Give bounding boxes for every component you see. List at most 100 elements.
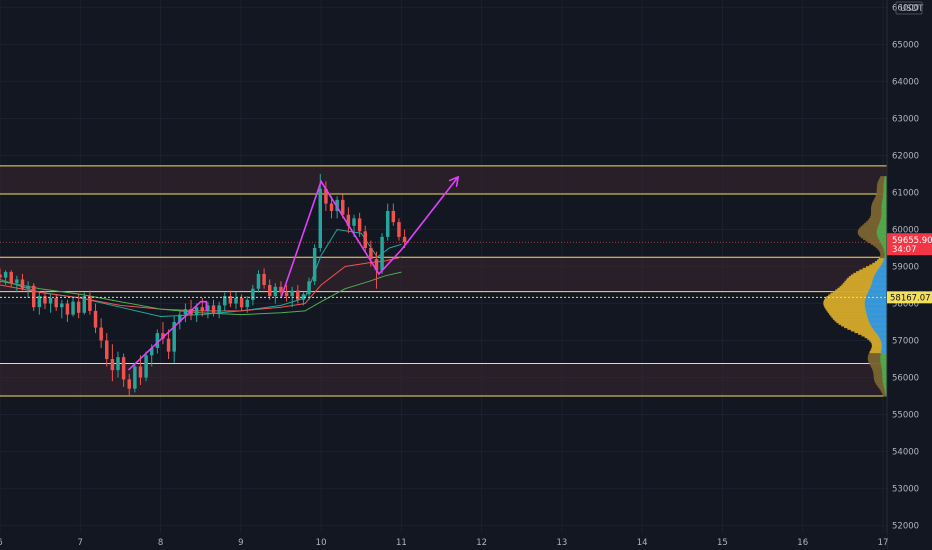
- candle-body: [363, 231, 367, 248]
- profile-bar: [880, 254, 887, 257]
- moving-average-line: [0, 271, 402, 316]
- profile-bar-up: [876, 332, 887, 335]
- drawing-annotations: [127, 178, 458, 371]
- x-tick-label: 6: [0, 538, 3, 548]
- profile-bar: [875, 246, 887, 249]
- y-tick-label: 52000: [892, 522, 919, 532]
- profile-bar: [859, 234, 887, 237]
- profile-bar-up: [883, 259, 887, 262]
- annotation-arrow: [280, 178, 458, 299]
- profile-bar: [871, 211, 887, 214]
- profile-bar: [880, 252, 887, 255]
- candle-body: [217, 305, 221, 313]
- profile-bar: [823, 304, 887, 307]
- profile-bar-up: [869, 287, 887, 290]
- profile-bar-up: [884, 251, 887, 254]
- profile-bar: [871, 344, 887, 347]
- candle-body: [43, 296, 47, 304]
- profile-bar-up: [883, 247, 887, 250]
- profile-bar: [872, 369, 887, 372]
- profile-bar-up: [865, 307, 887, 310]
- profile-bar: [879, 251, 887, 254]
- profile-bar-up: [877, 227, 887, 230]
- candle-body: [369, 247, 373, 260]
- time-axis[interactable]: 6 7 8 9 10 11 12 13 14 15 16 17: [0, 533, 888, 550]
- candle-body: [37, 296, 42, 308]
- profile-bar-up: [881, 201, 887, 204]
- profile-bar-up: [882, 199, 887, 202]
- profile-bar-up: [882, 377, 887, 380]
- currency-box: [895, 1, 923, 15]
- profile-bar: [871, 204, 887, 207]
- profile-bar-up: [884, 257, 887, 260]
- candle-body: [82, 296, 87, 313]
- profile-bar: [823, 301, 887, 304]
- profile-bar: [868, 241, 887, 244]
- candle-body: [273, 286, 278, 297]
- profile-bar-up: [880, 339, 887, 342]
- y-tick-label: 59000: [892, 263, 919, 273]
- profile-bar: [873, 374, 887, 377]
- profile-bar-up: [876, 229, 887, 232]
- profile-bar-up: [881, 211, 887, 214]
- profile-bar: [876, 184, 887, 187]
- profile-bar-up: [882, 379, 887, 382]
- profile-bar-up: [866, 294, 887, 297]
- candle-body: [144, 355, 148, 378]
- profile-bar-up: [881, 349, 887, 352]
- profile-bar: [871, 346, 887, 349]
- price-axis[interactable]: 52000 53000 54000 55000 56000 57000 58000 59000…: [886, 0, 932, 550]
- profile-bar-up: [876, 271, 887, 274]
- profile-bar: [831, 316, 887, 319]
- candle-body: [391, 210, 396, 223]
- candle-body: [380, 236, 384, 271]
- profile-bar: [873, 371, 887, 374]
- candle-body: [262, 273, 266, 286]
- profile-bar: [875, 194, 887, 197]
- candle-body: [166, 338, 171, 352]
- candle-body: [239, 297, 244, 308]
- profile-bar-up: [883, 192, 887, 195]
- profile-bar: [841, 284, 887, 287]
- profile-bar-up: [864, 304, 887, 307]
- profile-bar-up: [874, 329, 887, 332]
- candle-body: [374, 259, 379, 271]
- candle-body: [65, 303, 70, 315]
- profile-bar: [871, 207, 887, 210]
- profile-bar-up: [881, 214, 887, 217]
- profile-bar: [873, 372, 887, 375]
- x-tick-label: 14: [637, 538, 648, 548]
- profile-bar-up: [883, 384, 887, 387]
- profile-bar-up: [882, 196, 887, 199]
- candle-body: [279, 286, 283, 293]
- y-tick-label: 57000: [892, 337, 919, 347]
- profile-bar: [836, 321, 887, 324]
- x-tick-label: 16: [797, 538, 808, 548]
- profile-bar-up: [883, 186, 887, 189]
- profile-bar-up: [879, 222, 887, 225]
- volume-profile: [823, 176, 887, 397]
- profile-bar-up: [873, 277, 887, 280]
- profile-bar: [869, 217, 887, 220]
- candle-body: [206, 305, 210, 311]
- profile-bar-up: [880, 241, 887, 244]
- profile-bar: [871, 347, 887, 350]
- candle-body: [88, 296, 92, 311]
- profile-bar: [880, 176, 887, 179]
- profile-bar-up: [871, 326, 887, 329]
- profile-bar-up: [880, 362, 887, 365]
- profile-bar-up: [884, 387, 887, 390]
- profile-bar-up: [881, 209, 887, 212]
- profile-bar: [873, 376, 887, 379]
- profile-bar: [858, 229, 887, 232]
- profile-bar: [860, 226, 887, 229]
- profile-bar: [864, 222, 887, 225]
- profile-bar: [865, 239, 887, 242]
- profile-bar: [870, 242, 887, 245]
- profile-bar: [854, 331, 887, 334]
- profile-bar-up: [871, 284, 887, 287]
- candle-body: [346, 214, 351, 226]
- profile-bar-up: [867, 316, 887, 319]
- x-tick-label: 13: [556, 538, 567, 548]
